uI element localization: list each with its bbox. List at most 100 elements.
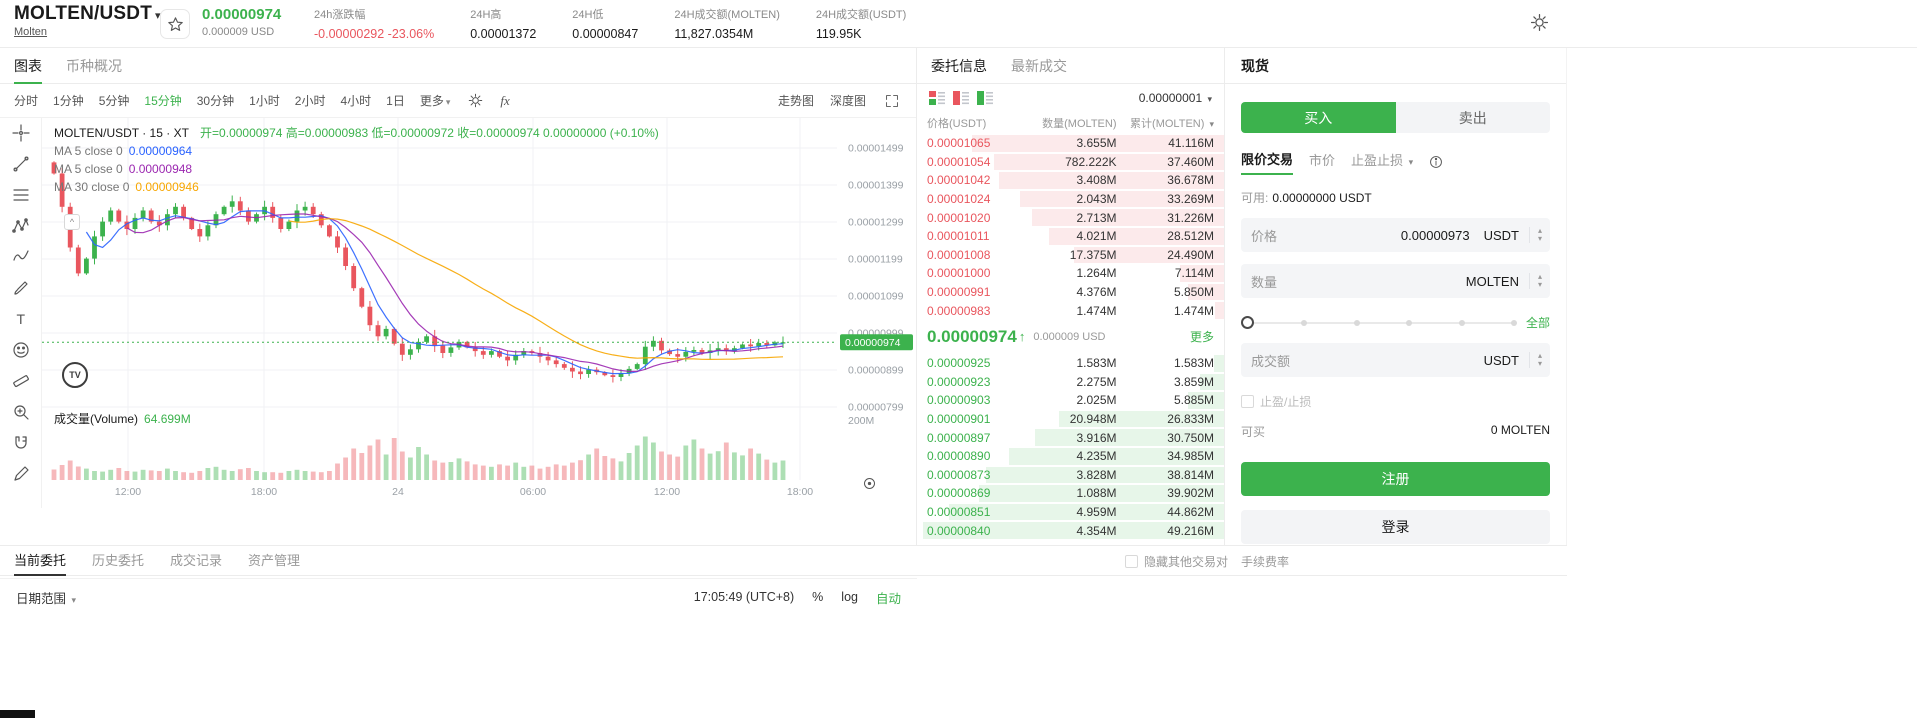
stepper-down-icon[interactable]: ▾ <box>1537 280 1542 289</box>
log-scale-button[interactable]: log <box>841 590 858 604</box>
stop-loss-checkbox[interactable] <box>1241 395 1254 408</box>
brush-tool[interactable] <box>11 279 31 297</box>
fee-rate-link[interactable]: 手续费率 <box>1241 555 1290 569</box>
slider-all-label[interactable]: 全部 <box>1525 316 1550 330</box>
ask-row[interactable]: 0.00001042 3.408M 36.678M <box>917 171 1224 190</box>
axis-settings-button[interactable] <box>862 476 877 491</box>
price-stepper[interactable]: ▴ ▾ <box>1528 226 1542 243</box>
ask-row[interactable]: 0.00001024 2.043M 33.269M <box>917 190 1224 209</box>
tab-limit-order[interactable]: 限价交易 <box>1241 149 1294 175</box>
register-button[interactable]: 注册 <box>1241 462 1550 496</box>
stepper-up-icon[interactable]: ▴ <box>1537 226 1542 235</box>
tab-depth-chart[interactable]: 深度图 <box>829 94 866 108</box>
stepper-down-icon[interactable]: ▾ <box>1537 359 1542 368</box>
timeframe-more[interactable]: 更多 ▾ <box>419 94 451 108</box>
bid-row[interactable]: 0.00000873 3.828M 38.814M <box>917 466 1224 485</box>
ask-row[interactable]: 0.00000991 4.376M 5.850M <box>917 283 1224 302</box>
bid-row[interactable]: 0.00000840 4.354M 49.216M <box>917 521 1224 540</box>
info-icon[interactable] <box>1429 155 1443 169</box>
emoji-tool[interactable] <box>11 341 31 359</box>
hide-other-pairs[interactable]: 隐藏其他交易对 <box>1125 546 1228 577</box>
bid-row[interactable]: 0.00000890 4.235M 34.985M <box>917 447 1224 466</box>
tab-order-info[interactable]: 委托信息 <box>931 57 987 74</box>
ask-row[interactable]: 0.00001011 4.021M 28.512M <box>917 227 1224 246</box>
stepper-down-icon[interactable]: ▾ <box>1537 234 1542 243</box>
timeframe-5m[interactable]: 5分钟 <box>98 94 130 108</box>
tradingview-logo[interactable]: TV <box>62 362 88 388</box>
measure-tool[interactable] <box>11 372 31 390</box>
tab-stop-order[interactable]: 止盈止损 ▾ <box>1351 153 1414 168</box>
timeframe-30m[interactable]: 30分钟 <box>196 94 235 108</box>
price-input[interactable]: 价格 0.00000973 USDT ▴ ▾ <box>1241 218 1550 252</box>
bid-row[interactable]: 0.00000897 3.916M 30.750M <box>917 428 1224 447</box>
timeframe-15m[interactable]: 15分钟 <box>144 94 182 108</box>
timeframe-1d[interactable]: 1日 <box>386 94 405 108</box>
tab-order-history[interactable]: 历史委托 <box>92 553 145 568</box>
date-range-button[interactable]: 日期范围 ▾ <box>16 591 77 606</box>
trend-line-tool[interactable] <box>11 155 31 173</box>
ask-row[interactable]: 0.00001020 2.713M 31.226M <box>917 208 1224 227</box>
pair-selector[interactable]: MOLTEN/USDT ▾ Molten <box>14 3 161 38</box>
buy-tab[interactable]: 买入 <box>1241 102 1396 133</box>
crosshair-tool[interactable] <box>11 124 31 142</box>
settings-button[interactable] <box>1530 13 1549 32</box>
bid-row[interactable]: 0.00000903 2.025M 5.885M <box>917 391 1224 410</box>
ask-row[interactable]: 0.00001065 3.655M 41.116M <box>917 134 1224 153</box>
more-link[interactable]: 更多 <box>1189 330 1214 345</box>
sell-tab[interactable]: 卖出 <box>1395 102 1550 133</box>
chart-area[interactable]: 0.00001499 0.00001399 0.00001299 0.00001199… <box>42 118 915 508</box>
slider-track[interactable] <box>1252 319 1517 326</box>
bid-row[interactable]: 0.00000901 20.948M 26.833M <box>917 410 1224 429</box>
quantity-input[interactable]: 数量 MOLTEN ▴ ▾ <box>1241 264 1550 298</box>
tab-latest-trades[interactable]: 最新成交 <box>1011 57 1067 74</box>
timeframe-1h[interactable]: 1小时 <box>249 94 280 108</box>
fullscreen-button[interactable] <box>882 92 902 110</box>
wave-tool[interactable] <box>11 248 31 266</box>
login-button[interactable]: 登录 <box>1241 510 1550 544</box>
hide-other-pairs-checkbox[interactable] <box>1125 555 1138 568</box>
tab-trend-chart[interactable]: 走势图 <box>777 94 814 108</box>
amount-slider[interactable]: 全部 <box>1241 314 1550 331</box>
book-view-sells-button[interactable] <box>953 91 969 105</box>
slider-handle[interactable] <box>1241 316 1254 329</box>
favorite-button[interactable] <box>160 9 190 39</box>
slider-dot[interactable] <box>1406 319 1413 326</box>
tab-market-order[interactable]: 市价 <box>1309 153 1336 168</box>
tab-coin-overview[interactable]: 币种概况 <box>66 57 122 74</box>
ask-row[interactable]: 0.00001000 1.264M 7.114M <box>917 264 1224 283</box>
timeframe-2h[interactable]: 2小时 <box>294 94 326 108</box>
indicators-button[interactable]: fx <box>500 92 510 108</box>
tab-trade-history[interactable]: 成交记录 <box>170 553 223 568</box>
amount-stepper[interactable]: ▴ ▾ <box>1528 352 1542 368</box>
timeframe-1m[interactable]: 1分钟 <box>53 94 84 108</box>
slider-dot[interactable] <box>1301 319 1308 326</box>
collapse-indicators-button[interactable]: ^ <box>64 214 80 230</box>
edit-tool[interactable] <box>11 465 31 483</box>
bid-row[interactable]: 0.00000925 1.583M 1.583M <box>917 354 1224 373</box>
tab-open-orders[interactable]: 当前委托 <box>14 545 67 576</box>
chart-settings-button[interactable] <box>465 92 485 110</box>
bid-row[interactable]: 0.00000851 4.959M 44.862M <box>917 503 1224 522</box>
text-tool[interactable]: T <box>11 310 31 328</box>
bid-row[interactable]: 0.00000923 2.275M 3.859M <box>917 373 1224 392</box>
amount-input[interactable]: 成交额 USDT ▴ ▾ <box>1241 343 1550 377</box>
tab-assets[interactable]: 资产管理 <box>248 553 301 568</box>
ask-row[interactable]: 0.00000983 1.474M 1.474M <box>917 301 1224 320</box>
slider-dot[interactable] <box>1353 319 1360 326</box>
ask-row[interactable]: 0.00001008 17.375M 24.490M <box>917 246 1224 265</box>
pattern-tool[interactable] <box>11 217 31 235</box>
col-cum[interactable]: 累计(MOLTEN) ▾ <box>1130 118 1214 130</box>
ask-row[interactable]: 0.00001054 782.222K 37.460M <box>917 153 1224 172</box>
slider-dot[interactable] <box>1458 319 1465 326</box>
stepper-up-icon[interactable]: ▴ <box>1537 272 1542 281</box>
tick-size-select[interactable]: 0.00000001 ▾ <box>1138 91 1212 105</box>
auto-scale-button[interactable]: 自动 <box>875 591 901 606</box>
magnet-tool[interactable] <box>11 434 31 452</box>
tab-chart[interactable]: 图表 <box>14 48 42 84</box>
timeframe-4h[interactable]: 4小时 <box>340 94 372 108</box>
candlestick-chart[interactable]: 0.00001499 0.00001399 0.00001299 0.00001199… <box>42 118 915 508</box>
zoom-in-tool[interactable] <box>11 403 31 421</box>
fib-retracement-tool[interactable] <box>11 186 31 204</box>
book-view-all-button[interactable] <box>929 91 945 105</box>
pair-fullname-link[interactable]: Molten <box>14 26 48 38</box>
